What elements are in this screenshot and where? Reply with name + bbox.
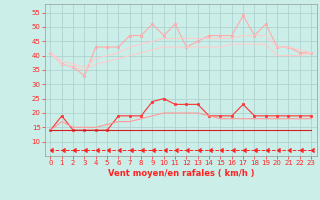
X-axis label: Vent moyen/en rafales ( km/h ): Vent moyen/en rafales ( km/h ) bbox=[108, 169, 254, 178]
